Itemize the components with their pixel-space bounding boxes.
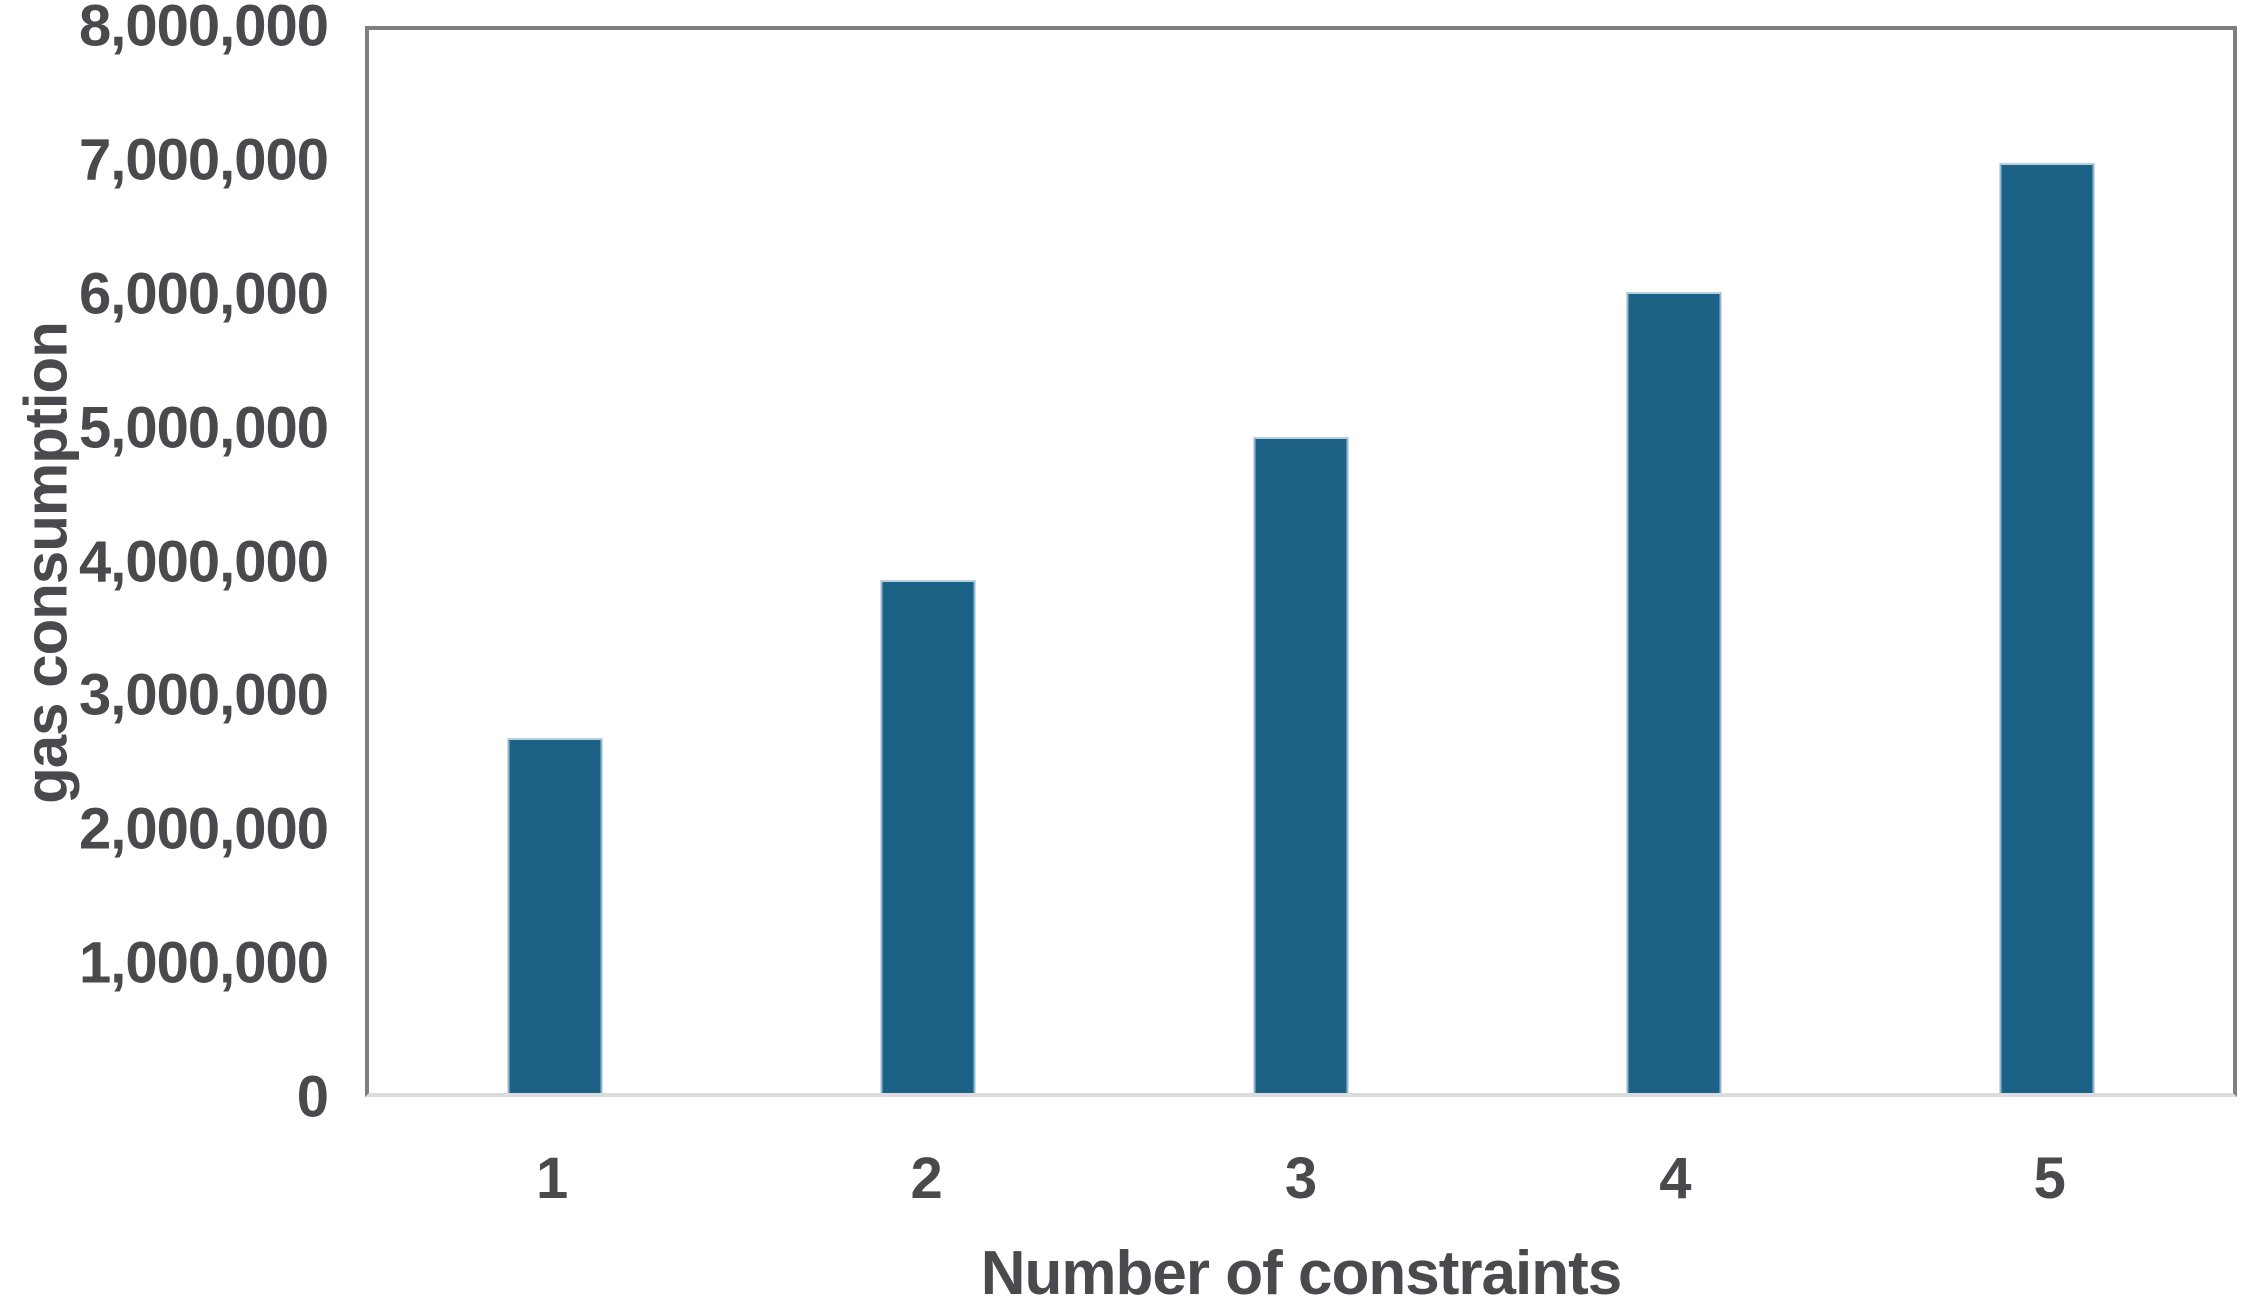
y-axis-tick-labels: 0 1,000,000 2,000,000 3,000,000 4,000,000 5,0… [0, 0, 346, 1130]
plot-area [365, 26, 2237, 1097]
bar-3 [1253, 436, 1349, 1093]
x-axis-title: Number of constraints [980, 1239, 1622, 1308]
y-axis-tick-label: 1,000,000 [78, 930, 329, 996]
bar-1 [507, 738, 603, 1093]
y-axis-tick-label: 3,000,000 [78, 662, 329, 728]
y-axis-tick-label: 7,000,000 [78, 127, 329, 193]
x-axis-tick-labels: 1 2 3 4 5 [365, 1097, 2237, 1227]
x-axis-tick-label: 1 [536, 1146, 569, 1211]
bar-5 [1999, 162, 2095, 1093]
bar-2 [880, 580, 976, 1093]
bar-4 [1626, 291, 1722, 1093]
y-axis-tick-label: 5,000,000 [78, 395, 329, 461]
x-axis-tick-label: 5 [2033, 1146, 2066, 1211]
y-axis-tick-label: 2,000,000 [78, 796, 329, 862]
y-axis-tick-label: 8,000,000 [78, 0, 329, 59]
x-axis-tick-label: 3 [1284, 1146, 1318, 1211]
y-axis-tick-label: 4,000,000 [78, 529, 329, 594]
x-axis-tick-label: 2 [910, 1146, 943, 1211]
y-axis-tick-label: 0 [296, 1064, 329, 1130]
x-axis-tick-label: 4 [1659, 1146, 1692, 1211]
y-axis-tick-label: 6,000,000 [78, 261, 329, 327]
